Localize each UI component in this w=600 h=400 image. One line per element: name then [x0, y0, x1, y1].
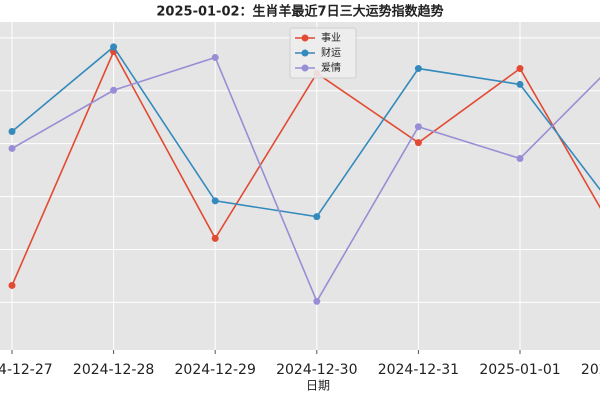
- point: [8, 128, 16, 136]
- point: [516, 154, 524, 162]
- legend-label: 财运: [321, 46, 341, 59]
- point: [516, 65, 524, 73]
- legend-marker: [301, 34, 309, 42]
- x-axis-label: 日期: [306, 379, 330, 393]
- point: [211, 197, 219, 205]
- point: [313, 213, 321, 221]
- x-tick-label: 2025-01-02: [581, 362, 600, 378]
- x-tick-label: 2024-12-27: [0, 362, 53, 378]
- legend-marker: [301, 64, 309, 72]
- x-tick-label: 2024-12-30: [276, 362, 357, 378]
- x-tick-label: 2024-12-31: [378, 362, 459, 378]
- point: [516, 80, 524, 88]
- point: [313, 297, 321, 305]
- chart-title: 2025-01-02：生肖羊最近7日三大运势指数趋势: [156, 4, 443, 20]
- legend-label: 爱情: [321, 61, 341, 74]
- point: [414, 65, 422, 73]
- point: [211, 53, 219, 61]
- legend-label: 事业: [321, 31, 341, 44]
- point: [110, 43, 118, 51]
- legend-marker: [301, 49, 309, 57]
- x-tick-label: 2025-01-01: [479, 362, 560, 378]
- point: [8, 281, 16, 289]
- point: [414, 139, 422, 147]
- point: [110, 86, 118, 94]
- point: [8, 144, 16, 152]
- x-tick-label: 2024-12-29: [175, 362, 256, 378]
- point: [211, 234, 219, 242]
- point: [414, 123, 422, 131]
- x-tick-label: 2024-12-28: [73, 362, 154, 378]
